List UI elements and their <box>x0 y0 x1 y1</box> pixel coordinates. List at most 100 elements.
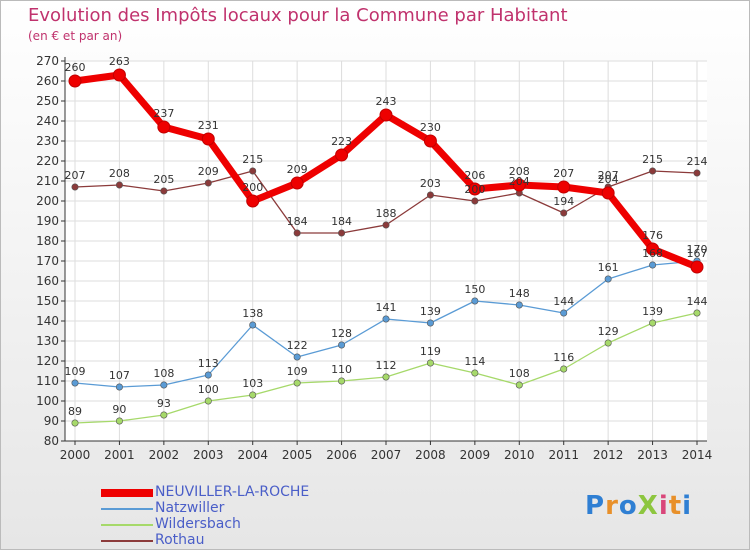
series-point-0 <box>157 120 171 134</box>
x-tick-label: 2009 <box>460 448 491 462</box>
series-point-3 <box>204 179 212 187</box>
series-point-3 <box>293 229 301 237</box>
logo-letter: o <box>618 491 638 521</box>
series-point-3 <box>382 221 390 229</box>
data-label-2: 108 <box>509 367 530 380</box>
data-label-0: 206 <box>464 169 485 182</box>
data-label-2: 110 <box>331 363 352 376</box>
data-label-0: 208 <box>509 165 530 178</box>
data-label-3: 214 <box>687 155 708 168</box>
y-tick-label: 120 <box>36 354 59 368</box>
data-label-0: 243 <box>376 95 397 108</box>
series-point-3 <box>71 183 79 191</box>
data-label-0: 237 <box>153 107 174 120</box>
series-point-1 <box>293 353 301 361</box>
series-point-0 <box>557 180 571 194</box>
logo-letter: P <box>585 491 606 521</box>
series-point-3 <box>649 167 657 175</box>
series-point-2 <box>382 373 390 381</box>
legend-label-natzwiller: Natzwiller <box>155 500 225 516</box>
data-label-2: 93 <box>157 397 171 410</box>
series-point-0 <box>601 186 615 200</box>
y-tick-label: 260 <box>36 74 59 88</box>
data-label-3: 184 <box>287 215 308 228</box>
data-label-0: 263 <box>109 55 130 68</box>
data-label-0: 167 <box>687 247 708 260</box>
series-point-1 <box>560 309 568 317</box>
data-label-1: 107 <box>109 369 130 382</box>
series-point-3 <box>426 191 434 199</box>
logo-letter: i <box>658 491 669 521</box>
data-label-0: 176 <box>642 229 663 242</box>
y-tick-label: 230 <box>36 134 59 148</box>
series-point-1 <box>115 383 123 391</box>
series-point-0 <box>290 176 304 190</box>
series-point-2 <box>426 359 434 367</box>
series-point-1 <box>649 261 657 269</box>
series-point-0 <box>512 178 526 192</box>
data-label-0: 223 <box>331 135 352 148</box>
series-point-0 <box>112 68 126 82</box>
y-tick-label: 80 <box>44 434 59 448</box>
x-tick-label: 2002 <box>149 448 180 462</box>
chart-subtitle: (en € et par an) <box>28 29 123 43</box>
legend-label-wildersbach: Wildersbach <box>155 516 241 532</box>
data-label-3: 200 <box>464 183 485 196</box>
series-point-0 <box>201 132 215 146</box>
data-label-1: 141 <box>376 301 397 314</box>
x-tick-label: 2003 <box>193 448 224 462</box>
y-tick-label: 150 <box>36 294 59 308</box>
series-point-3 <box>160 187 168 195</box>
chart-title: Evolution des Impôts locaux pour la Comm… <box>28 5 568 26</box>
series-point-2 <box>71 419 79 427</box>
data-label-1: 170 <box>687 243 708 256</box>
data-label-1: 122 <box>287 339 308 352</box>
logo-letter: i <box>682 491 693 521</box>
y-tick-label: 160 <box>36 274 59 288</box>
logo-letter: t <box>668 491 683 521</box>
data-label-3: 215 <box>242 153 263 166</box>
series-point-3 <box>249 167 257 175</box>
series-point-2 <box>115 417 123 425</box>
series-point-0 <box>379 108 393 122</box>
data-label-2: 90 <box>112 403 126 416</box>
data-label-3: 184 <box>331 215 352 228</box>
series-point-1 <box>382 315 390 323</box>
legend-swatch-wildersbach <box>101 524 153 526</box>
data-label-2: 100 <box>198 383 219 396</box>
data-label-1: 161 <box>598 261 619 274</box>
legend-swatch-natzwiller <box>101 508 153 510</box>
series-point-2 <box>249 391 257 399</box>
data-label-3: 203 <box>420 177 441 190</box>
y-tick-label: 110 <box>36 374 59 388</box>
logo-letter: X <box>637 491 659 521</box>
series-point-3 <box>338 229 346 237</box>
data-label-2: 109 <box>287 365 308 378</box>
data-label-2: 129 <box>598 325 619 338</box>
series-point-0 <box>246 194 260 208</box>
x-tick-label: 2004 <box>237 448 268 462</box>
y-tick-label: 170 <box>36 254 59 268</box>
data-label-1: 109 <box>65 365 86 378</box>
data-label-3: 208 <box>109 167 130 180</box>
data-label-1: 139 <box>420 305 441 318</box>
legend-label-neuviller: NEUVILLER-LA-ROCHE <box>155 484 310 500</box>
x-tick-label: 2001 <box>104 448 135 462</box>
data-label-1: 168 <box>642 247 663 260</box>
series-point-0 <box>68 74 82 88</box>
data-label-0: 260 <box>65 61 86 74</box>
series-point-1 <box>604 275 612 283</box>
x-tick-label: 2014 <box>682 448 713 462</box>
series-point-2 <box>160 411 168 419</box>
data-label-2: 103 <box>242 377 263 390</box>
data-label-3: 188 <box>376 207 397 220</box>
series-point-3 <box>115 181 123 189</box>
data-label-1: 144 <box>553 295 574 308</box>
series-point-2 <box>693 309 701 317</box>
series-point-1 <box>249 321 257 329</box>
series-point-2 <box>471 369 479 377</box>
data-label-0: 207 <box>553 167 574 180</box>
series-point-1 <box>160 381 168 389</box>
series-point-2 <box>293 379 301 387</box>
